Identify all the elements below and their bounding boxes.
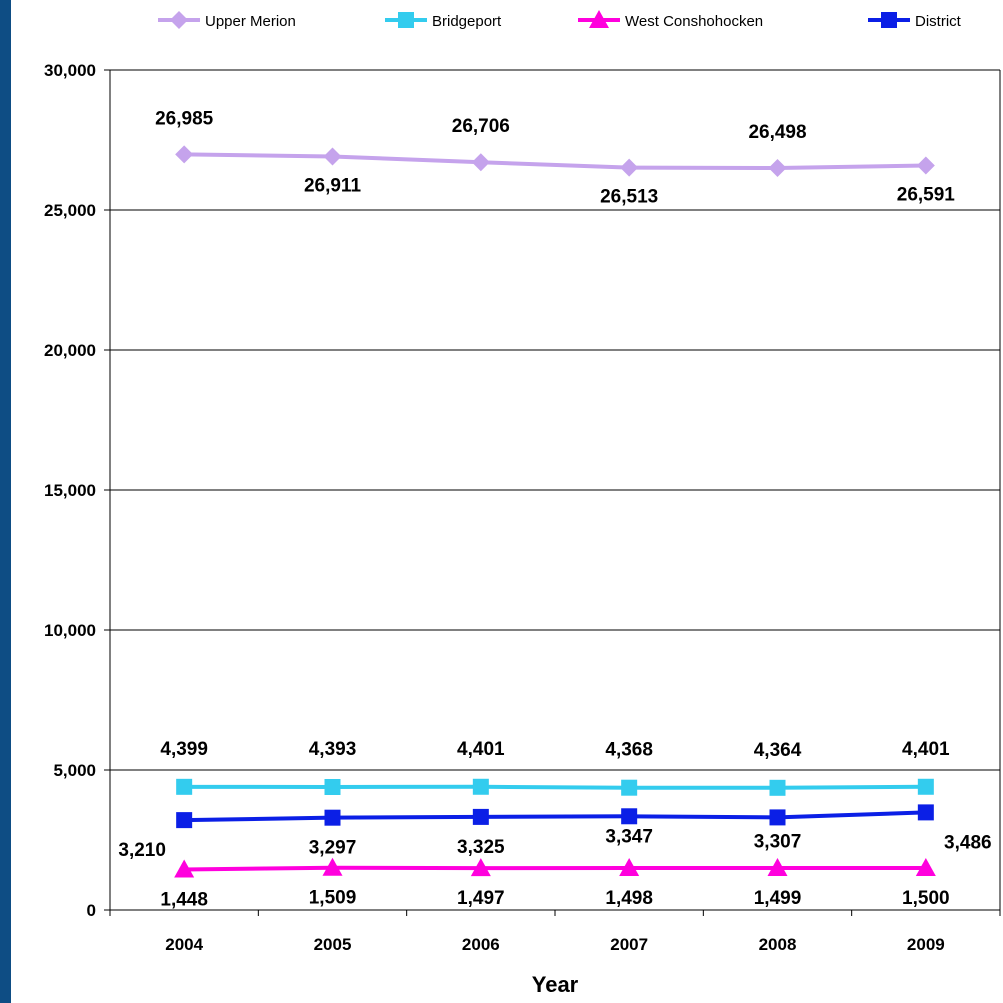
data-label: 26,513 xyxy=(600,187,658,208)
data-point xyxy=(769,809,786,826)
data-label: 26,591 xyxy=(897,184,956,205)
x-tick-label: 2009 xyxy=(907,935,945,954)
data-label: 4,399 xyxy=(160,739,208,760)
legend-label: Upper Merion xyxy=(205,13,296,30)
x-tick-label: 2006 xyxy=(462,935,500,954)
legend-marker xyxy=(398,12,414,28)
data-point xyxy=(471,153,490,172)
data-labels: 26,985 26,911 26,706 26,513 26,498 26,591 4,39… xyxy=(118,108,991,910)
y-axis-ticks: 0 5,000 10,000 15,000 20,000 25,000 30,000 xyxy=(44,61,110,920)
data-label: 1,498 xyxy=(605,888,653,909)
data-point xyxy=(620,158,639,177)
data-point xyxy=(916,156,935,175)
data-label: 1,448 xyxy=(160,889,208,910)
series-line xyxy=(184,865,926,872)
y-tick-label: 10,000 xyxy=(44,621,96,640)
data-label: 4,401 xyxy=(902,739,950,760)
data-label: 1,497 xyxy=(457,888,505,909)
data-point xyxy=(472,808,489,825)
data-point xyxy=(621,808,638,825)
series-lines xyxy=(184,152,926,872)
series-line xyxy=(184,152,926,171)
data-point xyxy=(175,145,194,164)
y-tick-label: 15,000 xyxy=(44,481,96,500)
data-label: 1,500 xyxy=(902,888,950,909)
data-label: 4,368 xyxy=(605,740,653,761)
data-point xyxy=(619,858,640,877)
data-point xyxy=(917,778,934,795)
y-tick-label: 25,000 xyxy=(44,201,96,220)
x-axis-title: Year xyxy=(532,972,579,997)
y-tick-label: 30,000 xyxy=(44,61,96,80)
series-markers xyxy=(174,145,936,878)
series-line xyxy=(184,810,926,823)
y-tick-label: 20,000 xyxy=(44,341,96,360)
data-point xyxy=(768,159,787,178)
legend-label: Bridgeport xyxy=(432,13,502,30)
legend-marker xyxy=(170,11,188,29)
data-point xyxy=(621,779,638,796)
data-label: 26,706 xyxy=(452,116,510,137)
x-tick-label: 2004 xyxy=(165,935,203,954)
data-point xyxy=(769,779,786,796)
data-point xyxy=(324,809,341,826)
legend-label: West Conshohocken xyxy=(625,13,763,30)
data-label: 26,985 xyxy=(155,108,214,129)
data-point xyxy=(767,858,788,877)
data-label: 4,401 xyxy=(457,739,505,760)
left-accent-bar xyxy=(0,0,11,1003)
data-label: 3,297 xyxy=(309,838,357,859)
data-label: 3,347 xyxy=(605,826,653,847)
data-label: 1,499 xyxy=(754,888,802,909)
data-label: 3,307 xyxy=(754,831,802,852)
data-point xyxy=(176,778,193,795)
data-label: 4,393 xyxy=(309,739,357,760)
data-point xyxy=(324,778,341,795)
data-point xyxy=(917,804,934,821)
data-label: 3,325 xyxy=(457,837,505,858)
y-tick-label: 0 xyxy=(87,901,96,920)
data-point xyxy=(176,812,193,829)
x-tick-label: 2008 xyxy=(759,935,797,954)
data-label: 3,486 xyxy=(944,832,992,853)
data-point xyxy=(322,857,343,876)
gridlines xyxy=(110,69,1000,771)
data-point xyxy=(472,778,489,795)
data-point xyxy=(323,147,342,166)
legend-label: District xyxy=(915,13,962,30)
data-point xyxy=(915,858,936,876)
data-point xyxy=(470,858,491,877)
data-label: 4,364 xyxy=(754,740,802,761)
data-label: 3,210 xyxy=(118,840,166,861)
x-tick-label: 2005 xyxy=(314,935,352,954)
legend-marker xyxy=(589,10,609,28)
data-point xyxy=(174,859,195,878)
x-axis-ticks: 2004 2005 2006 2007 2008 2009 xyxy=(109,910,1001,954)
data-label: 1,509 xyxy=(309,888,357,909)
series-line xyxy=(184,784,926,790)
data-label: 26,498 xyxy=(748,122,806,143)
legend-marker xyxy=(881,12,897,28)
y-tick-label: 5,000 xyxy=(53,761,96,780)
data-label: 26,911 xyxy=(304,175,361,196)
x-tick-label: 2007 xyxy=(610,935,648,954)
legend: Upper Merion Bridgeport West Conshohocken D… xyxy=(158,10,962,30)
